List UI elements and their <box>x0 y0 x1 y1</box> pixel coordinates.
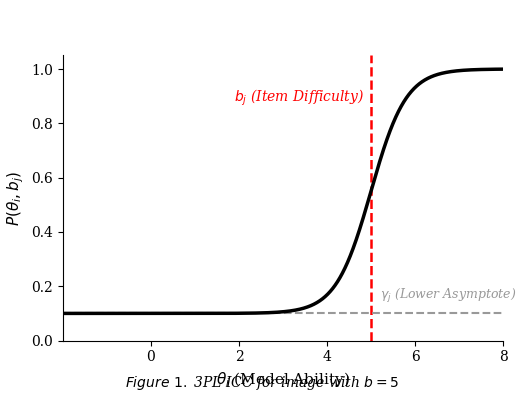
Text: $b_j$ (Item Difficulty): $b_j$ (Item Difficulty) <box>234 88 364 109</box>
Text: $\gamma_j$ (Lower Asymptote): $\gamma_j$ (Lower Asymptote) <box>380 287 516 305</box>
X-axis label: $\theta_i$ (Model Ability): $\theta_i$ (Model Ability) <box>216 370 350 389</box>
Y-axis label: $P(\theta_i, b_j)$: $P(\theta_i, b_j)$ <box>5 170 26 226</box>
Text: $\it{Figure\ 1.}$ 3PL ICC for image with $b = 5$: $\it{Figure\ 1.}$ 3PL ICC for image with… <box>125 374 399 392</box>
